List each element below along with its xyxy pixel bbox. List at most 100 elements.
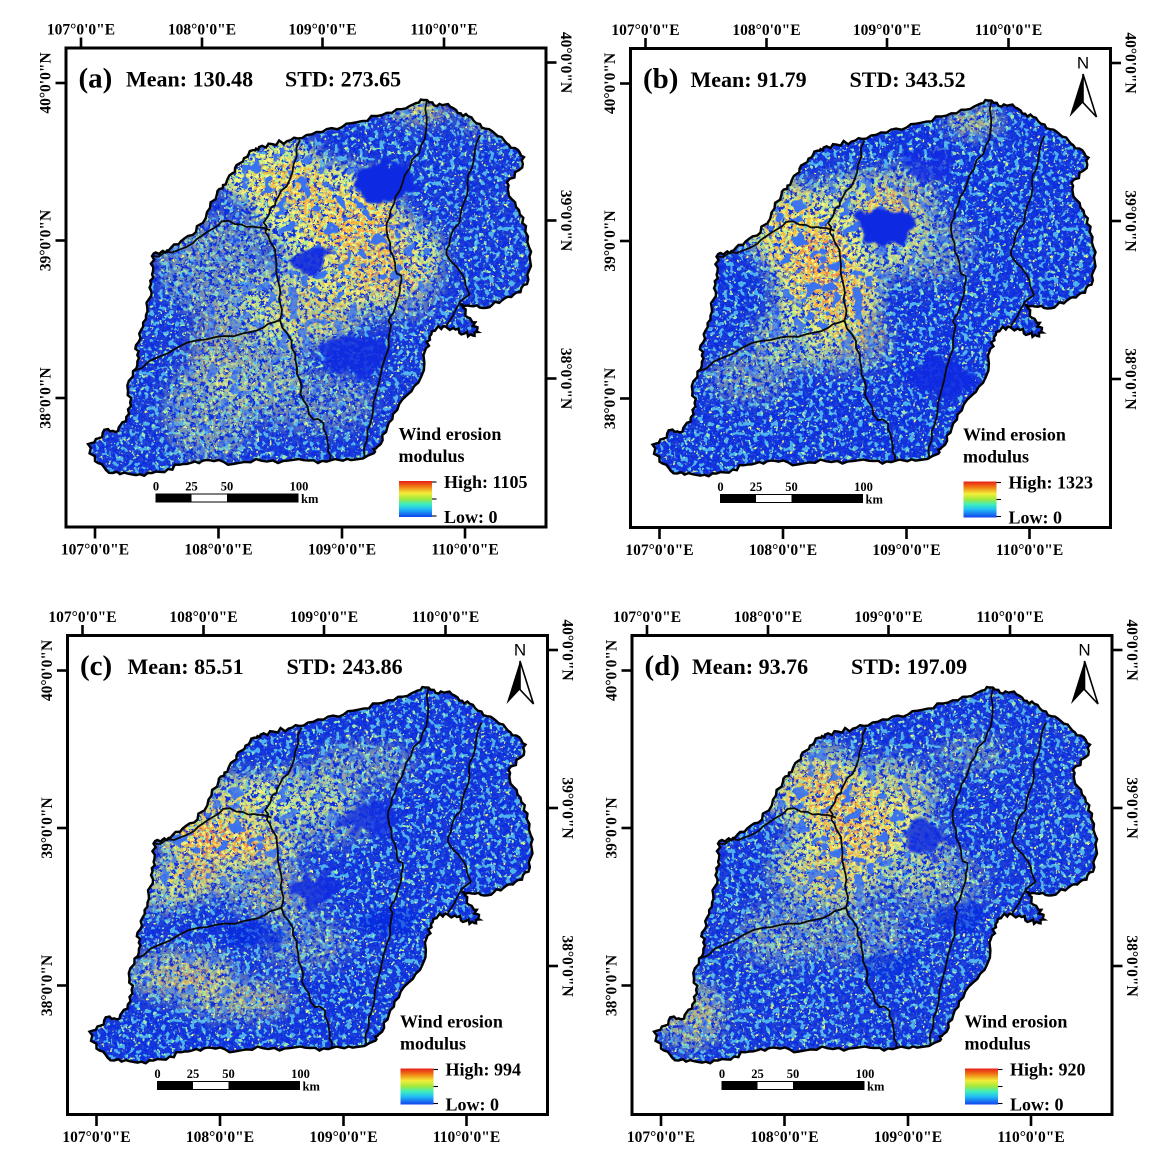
svg-text:39°0'0"N: 39°0'0"N: [557, 190, 574, 251]
svg-text:25: 25: [750, 480, 763, 494]
svg-text:108°0'0"E: 108°0'0"E: [169, 609, 237, 626]
svg-text:107°0'0"E: 107°0'0"E: [48, 609, 116, 626]
svg-text:0: 0: [154, 1067, 160, 1081]
svg-text:40°0'0"N: 40°0'0"N: [39, 640, 56, 701]
svg-text:39°0'0"N: 39°0'0"N: [39, 797, 56, 858]
svg-text:107°0'0"E: 107°0'0"E: [627, 1129, 695, 1146]
svg-text:38°0'0"N: 38°0'0"N: [559, 935, 576, 996]
svg-text:109°0'0"E: 109°0'0"E: [854, 609, 922, 626]
svg-text:109°0'0"E: 109°0'0"E: [288, 22, 356, 39]
svg-text:km: km: [303, 1080, 321, 1094]
svg-text:107°0'0"E: 107°0'0"E: [613, 609, 681, 626]
svg-text:109°0'0"E: 109°0'0"E: [309, 1129, 377, 1146]
svg-text:0: 0: [719, 1067, 725, 1081]
svg-text:40°0'0"N: 40°0'0"N: [38, 52, 55, 113]
svg-text:Wind erosion: Wind erosion: [400, 1012, 503, 1032]
svg-text:Wind erosion: Wind erosion: [965, 1012, 1068, 1032]
svg-text:40°0'0"N: 40°0'0"N: [602, 53, 619, 114]
svg-text:38°0'0"N: 38°0'0"N: [557, 348, 574, 409]
svg-text:STD: 343.52: STD: 343.52: [850, 67, 966, 92]
svg-text:km: km: [867, 1080, 885, 1094]
svg-text:109°0'0"E: 109°0'0"E: [290, 609, 358, 626]
svg-text:39°0'0"N: 39°0'0"N: [559, 777, 576, 838]
svg-text:25: 25: [187, 1067, 200, 1081]
svg-text:Low: 0: Low: 0: [444, 507, 498, 527]
svg-text:100: 100: [856, 1067, 875, 1081]
svg-text:38°0'0"N: 38°0'0"N: [602, 368, 619, 429]
svg-text:109°0'0"E: 109°0'0"E: [874, 1129, 942, 1146]
svg-text:100: 100: [291, 1067, 310, 1081]
svg-text:0: 0: [153, 480, 159, 494]
svg-text:Low: 0: Low: 0: [446, 1095, 500, 1115]
svg-text:km: km: [866, 493, 884, 507]
svg-text:modulus: modulus: [400, 1034, 466, 1054]
svg-text:(d): (d): [645, 650, 680, 682]
svg-text:38°0'0"N: 38°0'0"N: [39, 955, 56, 1016]
svg-text:50: 50: [221, 480, 234, 494]
svg-text:km: km: [301, 492, 319, 506]
svg-text:107°0'0"E: 107°0'0"E: [625, 542, 693, 559]
svg-text:108°0'0"E: 108°0'0"E: [732, 22, 800, 39]
svg-text:110°0'0"E: 110°0'0"E: [996, 542, 1063, 559]
svg-text:Low: 0: Low: 0: [1009, 508, 1063, 528]
svg-text:Mean: 130.48: Mean: 130.48: [126, 67, 253, 92]
svg-text:108°0'0"E: 108°0'0"E: [749, 542, 817, 559]
svg-text:107°0'0"E: 107°0'0"E: [62, 1129, 130, 1146]
svg-text:39°0'0"N: 39°0'0"N: [604, 797, 621, 858]
svg-text:108°0'0"E: 108°0'0"E: [184, 542, 252, 559]
svg-text:108°0'0"E: 108°0'0"E: [734, 609, 802, 626]
svg-text:107°0'0"E: 107°0'0"E: [611, 22, 679, 39]
svg-text:40°0'0"N: 40°0'0"N: [604, 640, 621, 701]
svg-text:modulus: modulus: [399, 446, 465, 466]
svg-text:110°0'0"E: 110°0'0"E: [976, 609, 1043, 626]
svg-text:110°0'0"E: 110°0'0"E: [410, 22, 477, 39]
svg-text:108°0'0"E: 108°0'0"E: [186, 1129, 254, 1146]
svg-text:High: 920: High: 920: [1010, 1060, 1086, 1080]
svg-text:109°0'0"E: 109°0'0"E: [853, 22, 921, 39]
svg-text:39°0'0"N: 39°0'0"N: [1122, 190, 1139, 251]
svg-text:modulus: modulus: [965, 1034, 1031, 1054]
svg-text:110°0'0"E: 110°0'0"E: [431, 542, 498, 559]
svg-text:50: 50: [787, 1067, 800, 1081]
svg-text:0: 0: [717, 480, 723, 494]
svg-text:39°0'0"N: 39°0'0"N: [1123, 777, 1140, 838]
svg-text:110°0'0"E: 110°0'0"E: [975, 22, 1042, 39]
svg-text:38°0'0"N: 38°0'0"N: [604, 955, 621, 1016]
svg-text:N: N: [1078, 641, 1090, 660]
svg-text:Mean: 93.76: Mean: 93.76: [692, 654, 808, 679]
svg-text:50: 50: [222, 1067, 235, 1081]
svg-text:Mean: 91.79: Mean: 91.79: [691, 67, 807, 92]
svg-text:Low: 0: Low: 0: [1010, 1095, 1064, 1115]
svg-text:(c): (c): [80, 650, 112, 682]
svg-text:100: 100: [290, 480, 309, 494]
svg-text:N: N: [514, 641, 526, 660]
svg-text:N: N: [1077, 54, 1089, 73]
svg-text:(a): (a): [79, 63, 113, 95]
svg-text:Wind erosion: Wind erosion: [399, 424, 502, 444]
svg-text:25: 25: [751, 1067, 764, 1081]
svg-text:100: 100: [854, 480, 873, 494]
svg-text:40°0'0"N: 40°0'0"N: [1123, 619, 1140, 680]
svg-text:STD: 273.65: STD: 273.65: [285, 67, 401, 92]
svg-text:39°0'0"N: 39°0'0"N: [602, 210, 619, 271]
svg-text:High: 1323: High: 1323: [1009, 473, 1094, 493]
svg-text:39°0'0"N: 39°0'0"N: [38, 210, 55, 271]
svg-text:25: 25: [185, 480, 198, 494]
svg-text:High: 1105: High: 1105: [444, 472, 528, 492]
svg-text:108°0'0"E: 108°0'0"E: [750, 1129, 818, 1146]
svg-text:108°0'0"E: 108°0'0"E: [168, 22, 236, 39]
svg-text:STD: 197.09: STD: 197.09: [851, 654, 967, 679]
svg-text:38°0'0"N: 38°0'0"N: [1123, 935, 1140, 996]
svg-text:109°0'0"E: 109°0'0"E: [308, 542, 376, 559]
svg-text:110°0'0"E: 110°0'0"E: [997, 1129, 1064, 1146]
svg-text:109°0'0"E: 109°0'0"E: [872, 542, 940, 559]
svg-text:38°0'0"N: 38°0'0"N: [38, 367, 55, 428]
svg-text:110°0'0"E: 110°0'0"E: [412, 609, 479, 626]
svg-text:modulus: modulus: [963, 447, 1029, 467]
svg-text:(b): (b): [643, 63, 678, 95]
svg-text:50: 50: [785, 480, 798, 494]
svg-text:STD: 243.86: STD: 243.86: [287, 654, 403, 679]
svg-text:Wind erosion: Wind erosion: [963, 425, 1066, 445]
svg-text:107°0'0"E: 107°0'0"E: [47, 22, 115, 39]
svg-text:38°0'0"N: 38°0'0"N: [1122, 348, 1139, 409]
